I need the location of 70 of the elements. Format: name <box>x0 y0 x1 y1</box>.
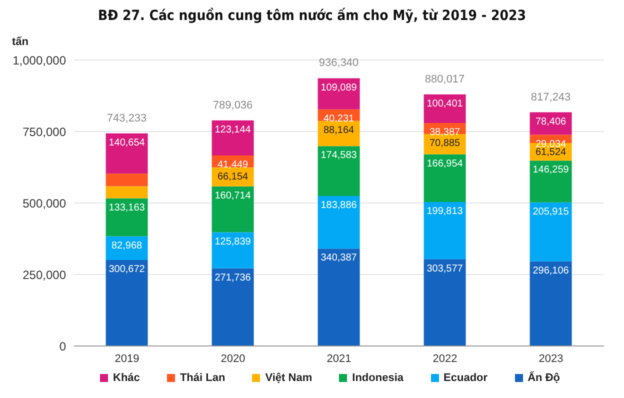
data-label: 78,406 <box>536 116 567 128</box>
x-tick-label: 2019 <box>114 352 140 365</box>
data-label: 133,163 <box>108 202 146 214</box>
data-label: 125,839 <box>214 236 252 248</box>
x-tick-label: 2020 <box>220 352 246 365</box>
legend-label: Indonesia <box>351 372 404 384</box>
y-tick-label: 250,000 <box>22 268 66 282</box>
bar <box>106 133 148 174</box>
data-label: 88,164 <box>324 125 355 136</box>
data-label: 183,886 <box>320 200 358 212</box>
bar <box>318 146 360 196</box>
total-label: 789,036 <box>212 99 253 112</box>
bar <box>318 248 360 346</box>
bar <box>212 268 254 346</box>
data-label: 146,259 <box>532 164 570 176</box>
bar <box>212 186 254 232</box>
data-label: 166,954 <box>426 158 464 170</box>
total-label: 936,340 <box>318 57 359 70</box>
data-label: 29,034 <box>536 138 567 150</box>
legend-label: Ấn Độ <box>526 372 560 384</box>
data-label: 271,736 <box>214 272 252 284</box>
legend-label: Việt Nam <box>264 372 312 384</box>
bar <box>424 259 466 346</box>
bar <box>106 186 148 198</box>
bar <box>106 260 148 346</box>
legend-label: Thái Lan <box>178 372 226 384</box>
data-label: 82,968 <box>112 240 143 252</box>
data-label: 70,885 <box>430 138 461 150</box>
y-axis-title: tấn <box>12 36 28 48</box>
bar <box>530 202 572 262</box>
data-label: 300,672 <box>108 264 146 276</box>
y-tick-label: 500,000 <box>22 196 66 210</box>
bar <box>424 202 466 260</box>
bar <box>106 198 148 236</box>
data-label: 140,654 <box>108 138 146 149</box>
total-label: 880,017 <box>424 73 465 86</box>
data-label: 303,577 <box>426 263 464 274</box>
legend-label: Ecuador <box>442 372 488 384</box>
x-tick-label: 2022 <box>432 352 458 365</box>
legend-label: Khác <box>112 372 140 384</box>
bar <box>318 78 360 110</box>
bar <box>106 174 148 186</box>
data-label: 340,387 <box>320 252 358 264</box>
x-tick-label: 2023 <box>538 352 564 365</box>
data-label: 109,089 <box>320 82 358 94</box>
y-tick-label: 750,000 <box>22 124 66 139</box>
data-label: 66,154 <box>218 172 249 183</box>
data-label: 38,387 <box>430 127 461 138</box>
data-label: 40,231 <box>324 114 355 125</box>
data-label: 160,714 <box>214 190 252 202</box>
chart-title: BĐ 27. Các nguồn cung tôm nước ấm cho Mỹ, từ 2019 - 2023 <box>96 8 528 24</box>
data-label: 61,524 <box>536 147 567 158</box>
data-label: 100,401 <box>426 98 464 110</box>
data-label: 123,144 <box>214 124 252 136</box>
data-label: 296,106 <box>532 265 570 276</box>
y-tick-label: 0 <box>59 339 66 354</box>
total-label: 817,243 <box>530 91 571 104</box>
data-label: 205,915 <box>532 206 570 218</box>
bar <box>212 232 254 268</box>
bar <box>318 196 360 249</box>
bar <box>212 120 254 156</box>
total-label: 743,233 <box>106 112 147 124</box>
bar <box>424 154 466 202</box>
x-tick-label: 2021 <box>326 352 352 365</box>
data-label: 41,449 <box>218 160 249 171</box>
bar <box>530 261 572 346</box>
data-label: 199,813 <box>426 206 464 218</box>
data-label: 174,583 <box>320 150 358 162</box>
bar <box>530 160 572 202</box>
y-tick-label: 1,000,000 <box>12 53 66 68</box>
